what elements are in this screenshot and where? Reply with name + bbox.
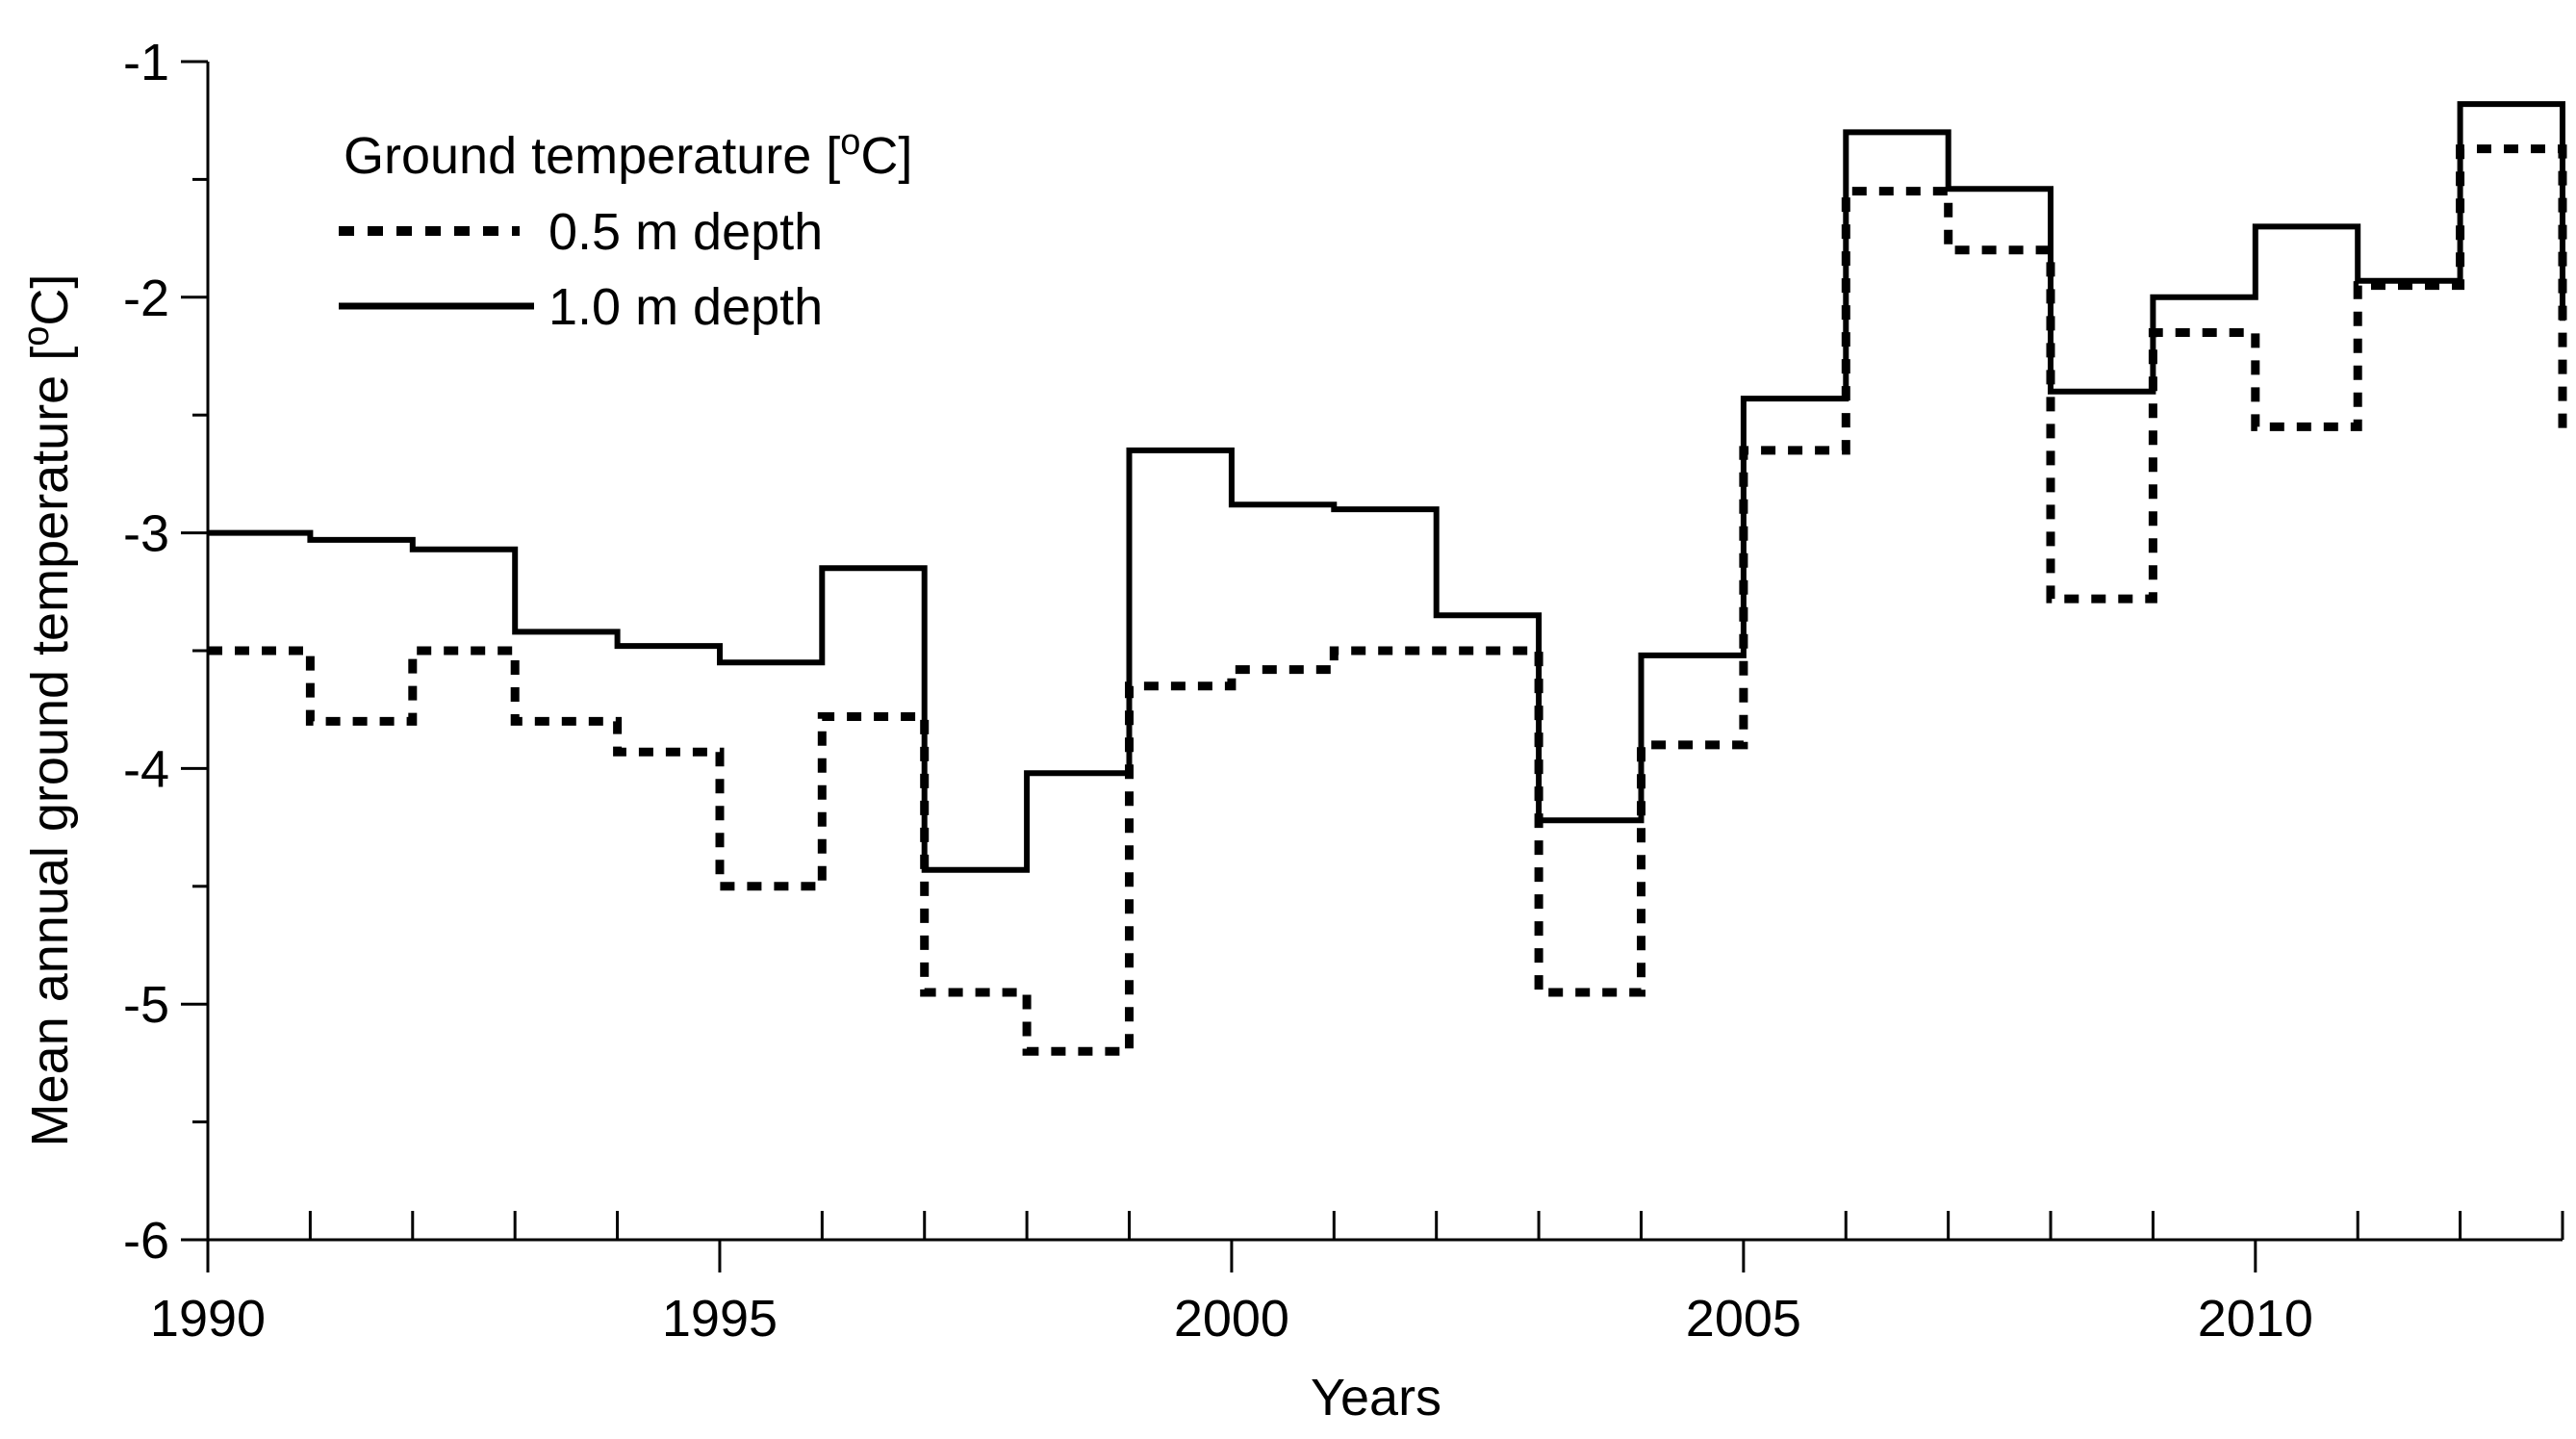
y-tick-label: -3 <box>123 505 169 563</box>
y-tick-label: -2 <box>123 270 169 327</box>
series-line-1-0m <box>208 101 2565 873</box>
legend: Ground temperature [oC] 0.5 m depth 1.0 … <box>339 122 912 336</box>
x-tick-label: 1995 <box>662 1290 778 1348</box>
y-tick-label: -1 <box>123 34 169 91</box>
legend-title: Ground temperature [oC] <box>344 122 912 185</box>
y-tick-label: -4 <box>123 740 169 798</box>
x-tick-label: 1990 <box>150 1290 266 1348</box>
series-line-0-5m <box>208 144 2567 1056</box>
legend-label-0-5m: 0.5 m depth <box>548 203 823 261</box>
x-tick-label: 2000 <box>1174 1290 1289 1348</box>
y-axis-title: Mean annual ground temperature [oC] <box>16 274 79 1147</box>
series-layer <box>208 101 2567 1056</box>
y-tick-label: -6 <box>123 1212 169 1270</box>
x-axis-title: Years <box>1311 1369 1441 1426</box>
x-tick-label: 2010 <box>2198 1290 2313 1348</box>
legend-label-1-0m: 1.0 m depth <box>548 278 823 336</box>
x-tick-label: 2005 <box>1686 1290 1801 1348</box>
axes: -6 -5 -4 -3 -2 -1 1990 1995 2000 2005 2010 <box>123 34 2564 1348</box>
y-tick-label: -5 <box>123 976 169 1034</box>
